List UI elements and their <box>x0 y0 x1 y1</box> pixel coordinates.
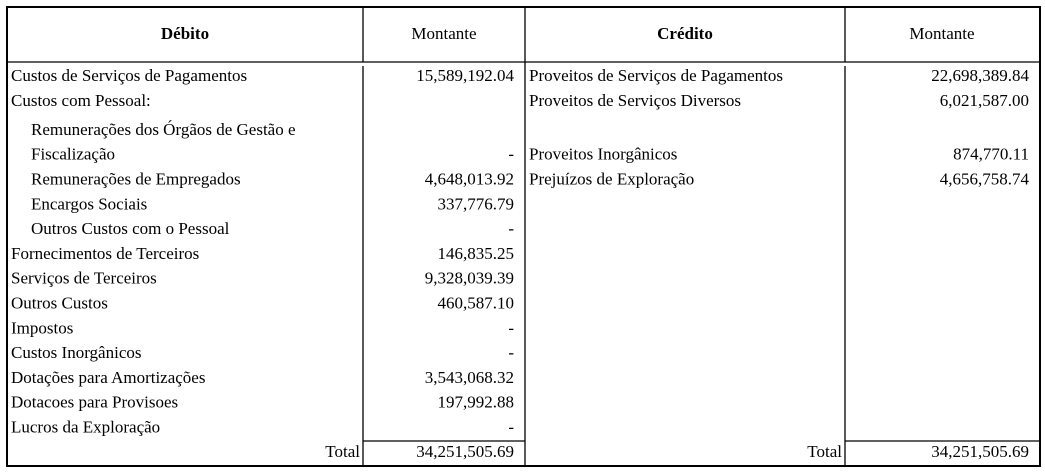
header-cell: Crédito <box>657 24 713 43</box>
credit-amount: 6,021,587.00 <box>940 91 1029 110</box>
debit-label: Lucros da Exploração <box>11 418 160 437</box>
header-cell: Montante <box>909 24 974 43</box>
debit-amount: - <box>508 343 514 362</box>
total-amount: 34,251,505.69 <box>931 442 1029 461</box>
debit-amount: - <box>508 318 514 337</box>
total-amount: 34,251,505.69 <box>416 442 514 461</box>
table-border <box>6 6 1041 467</box>
debit-label: Remunerações dos Órgãos de Gestão e <box>31 120 296 139</box>
credit-label: Proveitos de Serviços Diversos <box>529 91 741 110</box>
credit-amount: 22,698,389.84 <box>931 66 1029 85</box>
debit-label: Fiscalização <box>31 145 115 164</box>
debit-amount: 197,992.88 <box>438 393 515 412</box>
debit-label: Impostos <box>11 318 73 337</box>
debit-amount: 9,328,039.39 <box>425 269 514 288</box>
debit-label: Outros Custos com o Pessoal <box>31 219 230 238</box>
debit-label: Custos Inorgânicos <box>11 343 142 362</box>
credit-amount: 4,656,758.74 <box>940 170 1030 189</box>
debit-amount: - <box>508 418 514 437</box>
debit-label: Dotações para Amortizações <box>11 368 205 387</box>
debit-amount: 15,589,192.04 <box>416 66 514 85</box>
debit-amount: 3,543,068.32 <box>425 368 514 387</box>
debit-amount: - <box>508 145 514 164</box>
debit-amount: 460,587.10 <box>438 294 515 313</box>
debit-label: Remunerações de Empregados <box>31 170 241 189</box>
total-label: Total <box>325 442 360 461</box>
credit-label: Proveitos de Serviços de Pagamentos <box>529 66 783 85</box>
debit-label: Outros Custos <box>11 294 108 313</box>
debit-amount: - <box>508 219 514 238</box>
credit-amount: 874,770.11 <box>953 145 1029 164</box>
debit-label: Dotacoes para Provisoes <box>11 393 178 412</box>
debit-label: Custos de Serviços de Pagamentos <box>11 66 247 85</box>
debit-label: Custos com Pessoal: <box>11 91 151 110</box>
debit-amount: 146,835.25 <box>438 244 515 263</box>
total-label: Total <box>807 442 842 461</box>
header-cell: Montante <box>411 24 476 43</box>
debit-label: Encargos Sociais <box>31 194 147 213</box>
debit-amount: 4,648,013.92 <box>425 170 514 189</box>
credit-label: Prejuízos de Exploração <box>529 170 694 189</box>
credit-label: Proveitos Inorgânicos <box>529 145 677 164</box>
debit-label: Fornecimentos de Terceiros <box>11 244 199 263</box>
debit-amount: 337,776.79 <box>438 194 515 213</box>
debit-label: Serviços de Terceiros <box>11 269 157 288</box>
header-cell: Débito <box>161 24 209 43</box>
